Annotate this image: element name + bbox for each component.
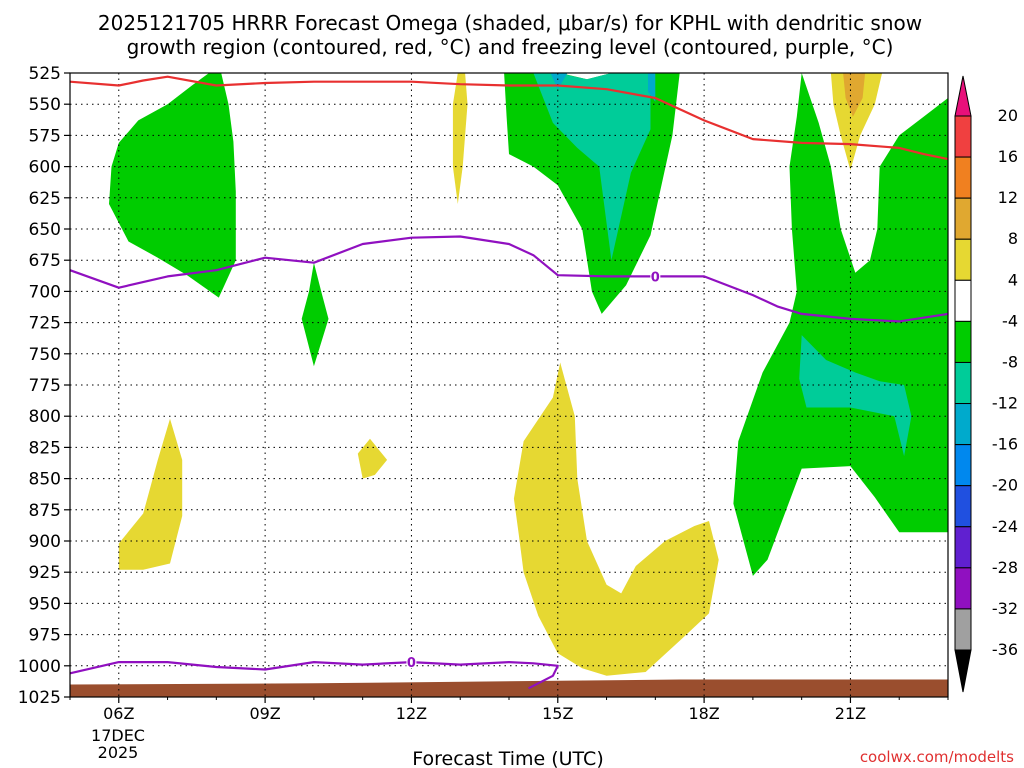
omega-region-7 <box>799 335 912 457</box>
colorbar-bin-1 <box>954 156 972 199</box>
y-tick-label-20: 1025 <box>18 688 61 708</box>
colorbar-bin-11 <box>954 567 972 610</box>
omega-region-8 <box>452 73 468 204</box>
contour-lines <box>69 75 949 690</box>
ground-fill <box>70 679 948 697</box>
dotted-grid <box>70 73 948 697</box>
omega-region-0 <box>109 73 236 298</box>
y-tick-label-14: 875 <box>29 501 61 521</box>
omega-region-4 <box>550 73 568 90</box>
omega-region-13 <box>513 362 719 676</box>
y-tick-label-10: 775 <box>29 376 61 396</box>
colorbar-bin-3 <box>954 238 972 281</box>
colorbar-bin-0 <box>954 115 972 158</box>
chart-title: 2025121705 HRRR Forecast Omega (shaded, … <box>98 11 922 59</box>
contour-labels: 00 <box>406 269 661 671</box>
contour-line-2 <box>69 660 559 690</box>
colorbar-bin-9 <box>954 485 972 528</box>
y-tick-label-5: 650 <box>29 220 61 240</box>
y-tick-label-19: 1000 <box>18 657 61 677</box>
y-tick-label-7: 700 <box>29 282 61 302</box>
omega-region-9 <box>830 73 883 171</box>
colorbar-bin-5 <box>954 320 972 363</box>
x-tick-label-3: 15Z <box>542 704 573 723</box>
omega-region-1 <box>301 262 329 367</box>
colorbar-bin-2 <box>954 197 972 240</box>
colorbar-label-12: -32 <box>992 599 1018 618</box>
colorbar-label-3: 8 <box>1008 229 1018 248</box>
y-tick-label-17: 950 <box>29 594 61 614</box>
omega-shading <box>109 73 948 676</box>
colorbar-bin-8 <box>954 444 972 487</box>
contour-line-0 <box>69 75 949 161</box>
colorbar-label-4: 4 <box>1008 270 1018 289</box>
omega-region-5 <box>648 73 656 102</box>
colorbar-label-6: -8 <box>1002 352 1018 371</box>
colorbar-bottom-arrow <box>954 649 972 693</box>
y-tick-label-0: 525 <box>29 64 61 84</box>
colorbar-label-10: -24 <box>992 517 1018 536</box>
colorbar-label-0: 20 <box>998 106 1018 125</box>
omega-region-11 <box>118 418 183 570</box>
chart-title-line-2: growth region (contoured, red, °C) and f… <box>127 35 894 59</box>
x-axis-time: 06Z 09Z 12Z 15Z 18Z 21Z <box>69 697 949 723</box>
ground-layer <box>70 679 948 697</box>
contour-label-bg-0 <box>650 269 661 283</box>
y-tick-label-12: 825 <box>29 438 61 458</box>
omega-region-12 <box>357 438 388 479</box>
omega-region-6 <box>733 73 948 576</box>
colorbar-label-13: -36 <box>992 640 1018 659</box>
y-tick-label-3: 600 <box>29 158 61 178</box>
contour-label-bg-1 <box>406 655 417 669</box>
y-tick-label-16: 925 <box>29 563 61 583</box>
y-tick-label-11: 800 <box>29 407 61 427</box>
y-tick-label-1: 550 <box>29 95 61 115</box>
colorbar-top-arrow <box>954 75 972 117</box>
contour-label-text-0: 0 <box>651 270 660 285</box>
x-axis-title: Forecast Time (UTC) <box>412 748 603 768</box>
colorbar-bin-7 <box>954 403 972 446</box>
y-tick-label-6: 675 <box>29 251 61 271</box>
chart-title-line-1: 2025121705 HRRR Forecast Omega (shaded, … <box>98 11 922 35</box>
colorbar-label-1: 16 <box>998 147 1018 166</box>
y-tick-label-8: 725 <box>29 314 61 334</box>
colorbar-label-5: -4 <box>1002 311 1018 330</box>
y-tick-label-13: 850 <box>29 470 61 490</box>
x-tick-label-0: 06Z <box>103 704 134 723</box>
y-tick-label-18: 975 <box>29 626 61 646</box>
omega-region-10 <box>843 73 866 117</box>
x-tick-label-1: 09Z <box>249 704 280 723</box>
colorbar-bin-12 <box>954 608 972 651</box>
x-tick-label-2: 12Z <box>396 704 427 723</box>
colorbar-label-7: -12 <box>992 394 1018 413</box>
colorbar-label-11: -28 <box>992 558 1018 577</box>
contour-label-0: 0 <box>650 269 661 285</box>
colorbar-bin-10 <box>954 526 972 569</box>
colorbar-bin-6 <box>954 361 972 405</box>
x-tick-label-4: 18Z <box>688 704 719 723</box>
colorbar-bin-4 <box>954 279 972 322</box>
colorbar-label-9: -20 <box>992 476 1018 495</box>
contour-label-text-1: 0 <box>407 656 416 671</box>
omega-region-3 <box>533 73 651 261</box>
x-tick-label-5: 21Z <box>835 704 866 723</box>
y-tick-label-15: 900 <box>29 532 61 552</box>
colorbar-legend: 20 16 12 8 4 -4 -8 -12 -16 -20 -24 -28 -32 -36 <box>954 75 1018 693</box>
y-tick-label-4: 625 <box>29 189 61 209</box>
date-label-day: 17DEC <box>91 726 145 745</box>
colorbar-label-2: 12 <box>998 188 1018 207</box>
date-label-year: 2025 <box>98 743 139 762</box>
y-axis-pressure: 525 550 575 600 625 650 675 700 725 750 775 800 825 8… <box>18 64 70 708</box>
credit-text: coolwx.com/modelts <box>860 748 1014 766</box>
contour-label-1: 0 <box>406 655 417 671</box>
colorbar-label-8: -16 <box>992 435 1018 454</box>
y-tick-label-2: 575 <box>29 126 61 146</box>
contour-line-1 <box>69 235 949 323</box>
y-tick-label-9: 750 <box>29 345 61 365</box>
